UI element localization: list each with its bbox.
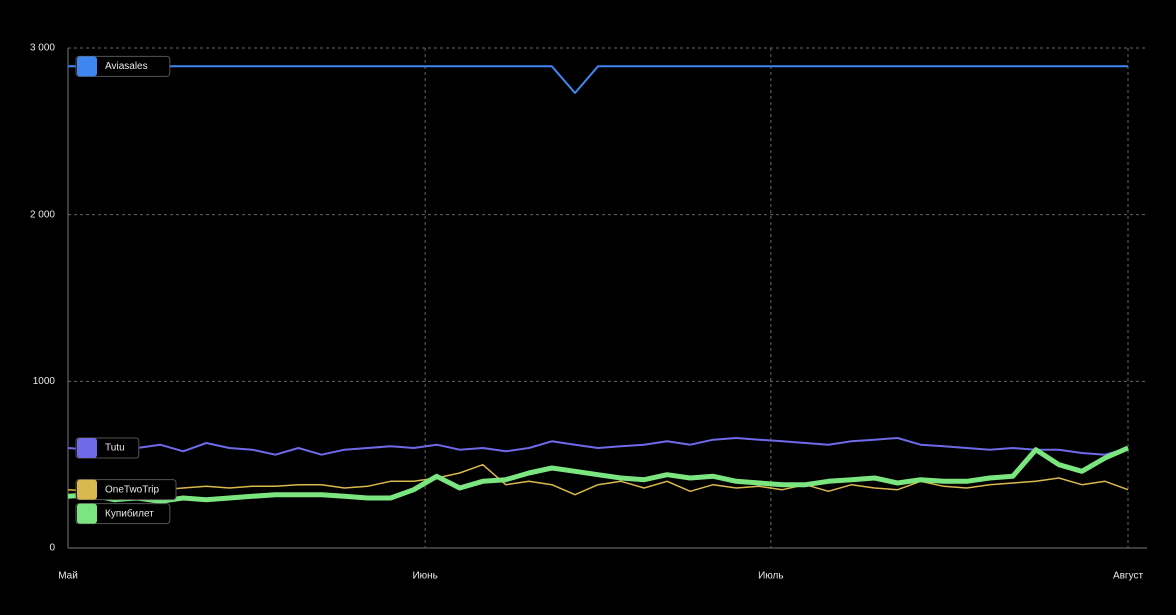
x-tick-label: Май (58, 571, 78, 582)
x-tick-label: Июнь (412, 571, 437, 582)
legend-item: OneTwoTrip (75, 479, 177, 501)
legend-item: Aviasales (75, 55, 171, 77)
legend-icon (77, 479, 97, 500)
legend-label: OneTwoTrip (105, 484, 160, 495)
y-tick-label: 0 (49, 543, 55, 554)
legend-icon (77, 503, 97, 524)
legend-icon (77, 438, 97, 458)
x-tick-label: Август (1113, 571, 1144, 582)
legend-label: Tutu (105, 443, 125, 454)
y-tick-label: 3 000 (30, 43, 55, 54)
series-line (67, 437, 1129, 456)
legend-box (75, 503, 171, 525)
y-tick-label: 1000 (33, 376, 56, 387)
series-line (67, 445, 1129, 504)
legend-label: Aviasales (105, 61, 148, 72)
legend-item: Tutu (75, 437, 140, 459)
series-line (67, 463, 1129, 496)
legend-icon (77, 56, 97, 77)
y-tick-label: 2 000 (30, 209, 55, 220)
series-line (68, 65, 1128, 94)
x-tick-label: Июль (758, 571, 784, 582)
legend-box (75, 55, 171, 77)
legend-item: Купибилет (75, 503, 171, 525)
legend-label: Купибилет (105, 507, 154, 519)
legend-box (75, 479, 177, 501)
